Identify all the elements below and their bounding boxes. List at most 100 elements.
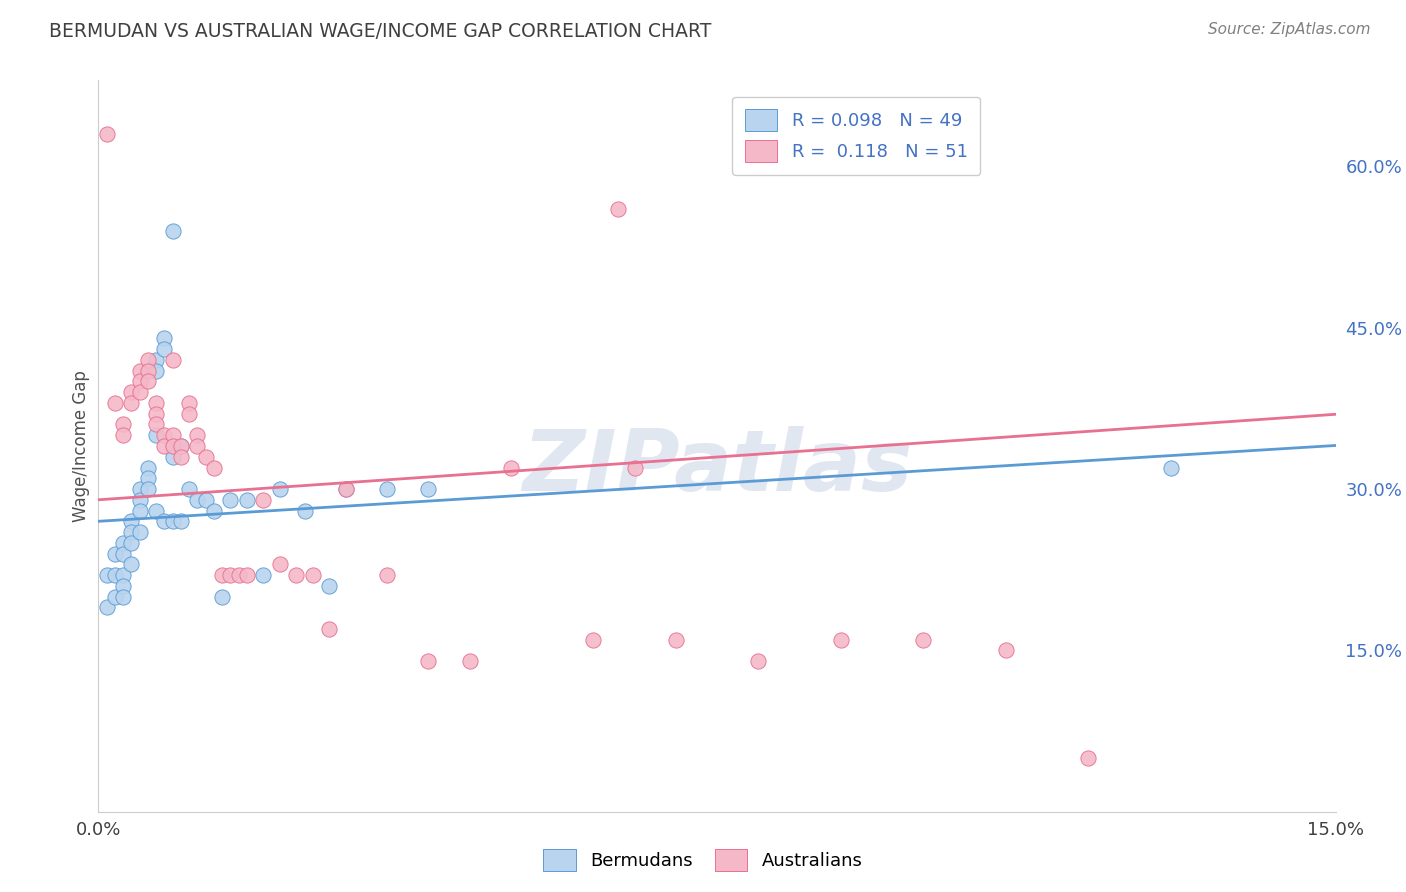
Point [145, 396, 167, 410]
Point [623, 460, 645, 475]
Point [994, 643, 1017, 657]
Point [1160, 460, 1182, 475]
Point [912, 632, 935, 647]
Point [162, 450, 184, 464]
Point [162, 439, 184, 453]
Point [607, 202, 630, 217]
Point [128, 482, 150, 496]
Point [665, 632, 688, 647]
Point [136, 353, 159, 368]
Point [219, 568, 242, 582]
Point [128, 524, 150, 539]
Point [136, 460, 159, 475]
Point [179, 396, 201, 410]
Point [128, 385, 150, 400]
Point [145, 353, 167, 368]
Point [120, 524, 142, 539]
Text: BERMUDAN VS AUSTRALIAN WAGE/INCOME GAP CORRELATION CHART: BERMUDAN VS AUSTRALIAN WAGE/INCOME GAP C… [49, 22, 711, 41]
Point [179, 482, 201, 496]
Point [418, 654, 440, 668]
Point [335, 482, 357, 496]
Point [120, 558, 142, 572]
Point [252, 492, 274, 507]
Point [153, 428, 176, 442]
Point [170, 450, 193, 464]
Point [236, 492, 259, 507]
Point [136, 482, 159, 496]
Point [153, 331, 176, 345]
Point [104, 547, 127, 561]
Point [128, 503, 150, 517]
Point [830, 632, 852, 647]
Point [153, 514, 176, 528]
Point [112, 428, 135, 442]
Point [269, 558, 291, 572]
Point [112, 547, 135, 561]
Point [162, 514, 184, 528]
Point [120, 536, 142, 550]
Point [162, 428, 184, 442]
Point [294, 503, 316, 517]
Text: ZIPatlas: ZIPatlas [522, 426, 912, 509]
Point [202, 460, 225, 475]
Point [186, 492, 208, 507]
Point [302, 568, 325, 582]
Point [202, 503, 225, 517]
Point [128, 492, 150, 507]
Point [136, 471, 159, 485]
Point [194, 492, 217, 507]
Point [120, 385, 142, 400]
Point [96, 127, 118, 141]
Point [162, 224, 184, 238]
Point [582, 632, 605, 647]
Point [136, 375, 159, 389]
Point [145, 503, 167, 517]
Point [145, 428, 167, 442]
Point [318, 622, 340, 636]
Legend: R = 0.098   N = 49, R =  0.118   N = 51: R = 0.098 N = 49, R = 0.118 N = 51 [733, 96, 980, 175]
Point [458, 654, 481, 668]
Point [153, 439, 176, 453]
Point [236, 568, 259, 582]
Point [112, 579, 135, 593]
Point [96, 600, 118, 615]
Point [1077, 751, 1099, 765]
Text: Source: ZipAtlas.com: Source: ZipAtlas.com [1208, 22, 1371, 37]
Point [162, 439, 184, 453]
Point [211, 590, 233, 604]
Point [104, 590, 127, 604]
Point [269, 482, 291, 496]
Point [747, 654, 769, 668]
Point [285, 568, 308, 582]
Point [375, 568, 398, 582]
Point [170, 514, 193, 528]
Point [145, 407, 167, 421]
Point [136, 364, 159, 378]
Point [211, 568, 233, 582]
Legend: Bermudans, Australians: Bermudans, Australians [536, 842, 870, 879]
Point [128, 364, 150, 378]
Point [112, 417, 135, 432]
Point [170, 439, 193, 453]
Point [96, 568, 118, 582]
Point [104, 568, 127, 582]
Point [128, 375, 150, 389]
Point [120, 396, 142, 410]
Point [153, 342, 176, 356]
Point [219, 492, 242, 507]
Point [318, 579, 340, 593]
Point [375, 482, 398, 496]
Point [145, 364, 167, 378]
Point [112, 536, 135, 550]
Point [194, 450, 217, 464]
Point [170, 439, 193, 453]
Point [335, 482, 357, 496]
Point [186, 428, 208, 442]
Point [120, 514, 142, 528]
Y-axis label: Wage/Income Gap: Wage/Income Gap [72, 370, 90, 522]
Point [499, 460, 522, 475]
Point [112, 590, 135, 604]
Point [228, 568, 250, 582]
Point [418, 482, 440, 496]
Point [104, 396, 127, 410]
